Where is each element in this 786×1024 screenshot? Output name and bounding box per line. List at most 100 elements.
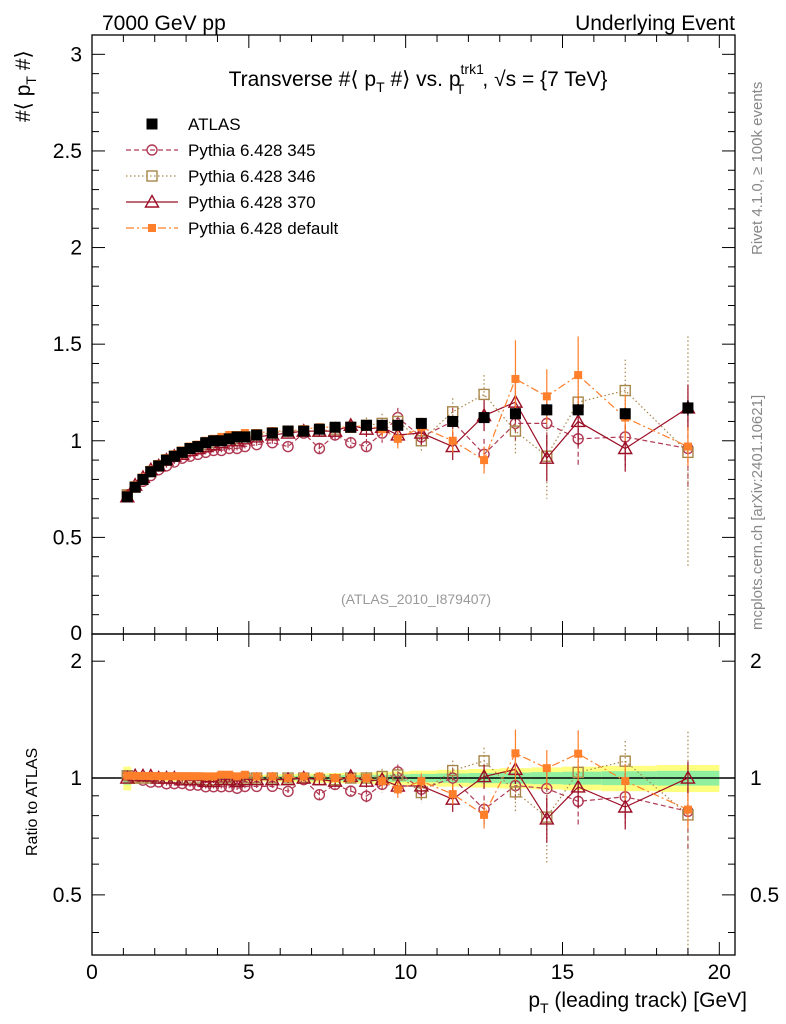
data-point [509,408,521,420]
title-sub1: T [376,79,385,95]
x-tick-label: 15 [551,961,574,984]
legend-entry-p346: Pythia 6.428 346 [126,167,316,186]
legend-label: Pythia 6.428 default [188,219,339,238]
xlabel-p: p [528,989,540,1012]
data-point [137,473,149,485]
ratio-point [680,770,696,784]
ratio-point [393,785,402,794]
data-point [168,450,180,462]
ratio-point [240,770,249,779]
data-point [345,421,357,433]
ratio-point [542,764,551,773]
data-point [160,454,172,466]
legend-marker [144,194,160,208]
ratio-point [138,771,147,780]
data-point [192,441,204,453]
ratio-point [198,773,214,788]
data-point [683,442,692,451]
ratio-y-tick-label-right: 0.5 [750,884,779,907]
data-point [282,425,294,437]
x-tick-label: 5 [243,961,255,984]
x-axis-label: pT (leading track) [GeV] [528,989,747,1016]
ratio-point [186,772,195,781]
data-point [184,443,196,455]
data-point [539,450,555,464]
y-tick-label: 1 [70,430,82,453]
title-prefix: Transverse #⟨ p [229,68,376,91]
header-right: Underlying Event [575,12,735,35]
ylabel-b: #⟩ [12,50,35,76]
ratio-point [233,772,242,781]
ratio-y-tick-label-right: 2 [750,650,762,673]
series-atlas [121,400,694,503]
legend-label: Pythia 6.428 370 [188,193,316,212]
legend-label: ATLAS [188,115,241,134]
ratio-point [154,772,163,781]
data-point [345,437,357,449]
y-zero-tick-label: 0 [70,622,82,645]
ratio-point [621,777,630,786]
data-point [480,456,489,465]
ratio-point [193,772,202,781]
data-point [145,466,157,478]
ratio-point [617,799,633,813]
ratio-y-tick-label: 1 [70,767,82,790]
x-tick-label: 20 [708,961,731,984]
data-point [129,481,141,493]
ratio-point [170,772,179,781]
data-point [478,388,490,401]
xlabel-sub: T [540,1000,549,1016]
ratio-point [213,771,230,786]
data-point [231,431,243,443]
data-point [215,435,227,447]
legend-marker [146,118,158,130]
data-point [415,417,427,429]
ratio-point [511,749,520,758]
data-point [266,427,278,439]
ratio-point [574,749,583,758]
data-point [447,415,459,427]
ratio-point [509,786,522,798]
data-point [176,446,188,458]
data-point [392,419,404,431]
legend-entry-p345: Pythia 6.428 345 [126,141,316,160]
data-point [478,412,490,424]
ylabel-a: #⟨ p [12,85,35,122]
legend-entry-pdefault: Pythia 6.428 default [126,219,339,238]
ratio-point [315,772,324,781]
ratio-point [346,774,355,783]
data-point [223,433,235,445]
data-point [329,421,341,433]
data-point [511,374,520,383]
ratio-point [480,810,489,819]
ratio-y-tick-label-right: 1 [750,767,762,790]
legend-marker [148,224,156,232]
header-left: 7000 GeV pp [102,12,226,35]
data-point [617,440,633,455]
mcplots-label: mcplots.cern.ch [arXiv:2401.10621] [749,395,766,630]
ratio-point [237,771,253,786]
data-point [313,442,326,455]
y-tick-label: 2 [70,237,82,260]
ratio-frame [91,633,736,956]
data-point [239,431,251,443]
ratio-point [345,785,357,797]
ratio-point [413,778,430,792]
ratio-point [209,772,218,781]
ratio-point [476,768,492,783]
ratio-point [331,774,340,783]
series-line-pdefault [126,374,689,496]
ratio-point [447,764,459,777]
data-point [542,392,551,401]
ratio-point [178,772,187,781]
ratio-point [201,772,210,781]
ratio-point [683,805,692,814]
legend: ATLAS Pythia 6.428 345 Pythia 6.428 346 Pyt… [126,115,339,238]
axes-layer: 0 5 10 15 20 0.5 1 1.5 2 2.5 3 0 0.5 0.5 1 1 2 2 [53,34,779,984]
main-y-axis-label: #⟨ pT #⟩ [12,50,39,122]
ratio-y-axis-label: Ratio to ATLAS [24,748,41,856]
data-point [200,437,212,449]
data-point [574,371,583,380]
data-point [360,419,372,431]
